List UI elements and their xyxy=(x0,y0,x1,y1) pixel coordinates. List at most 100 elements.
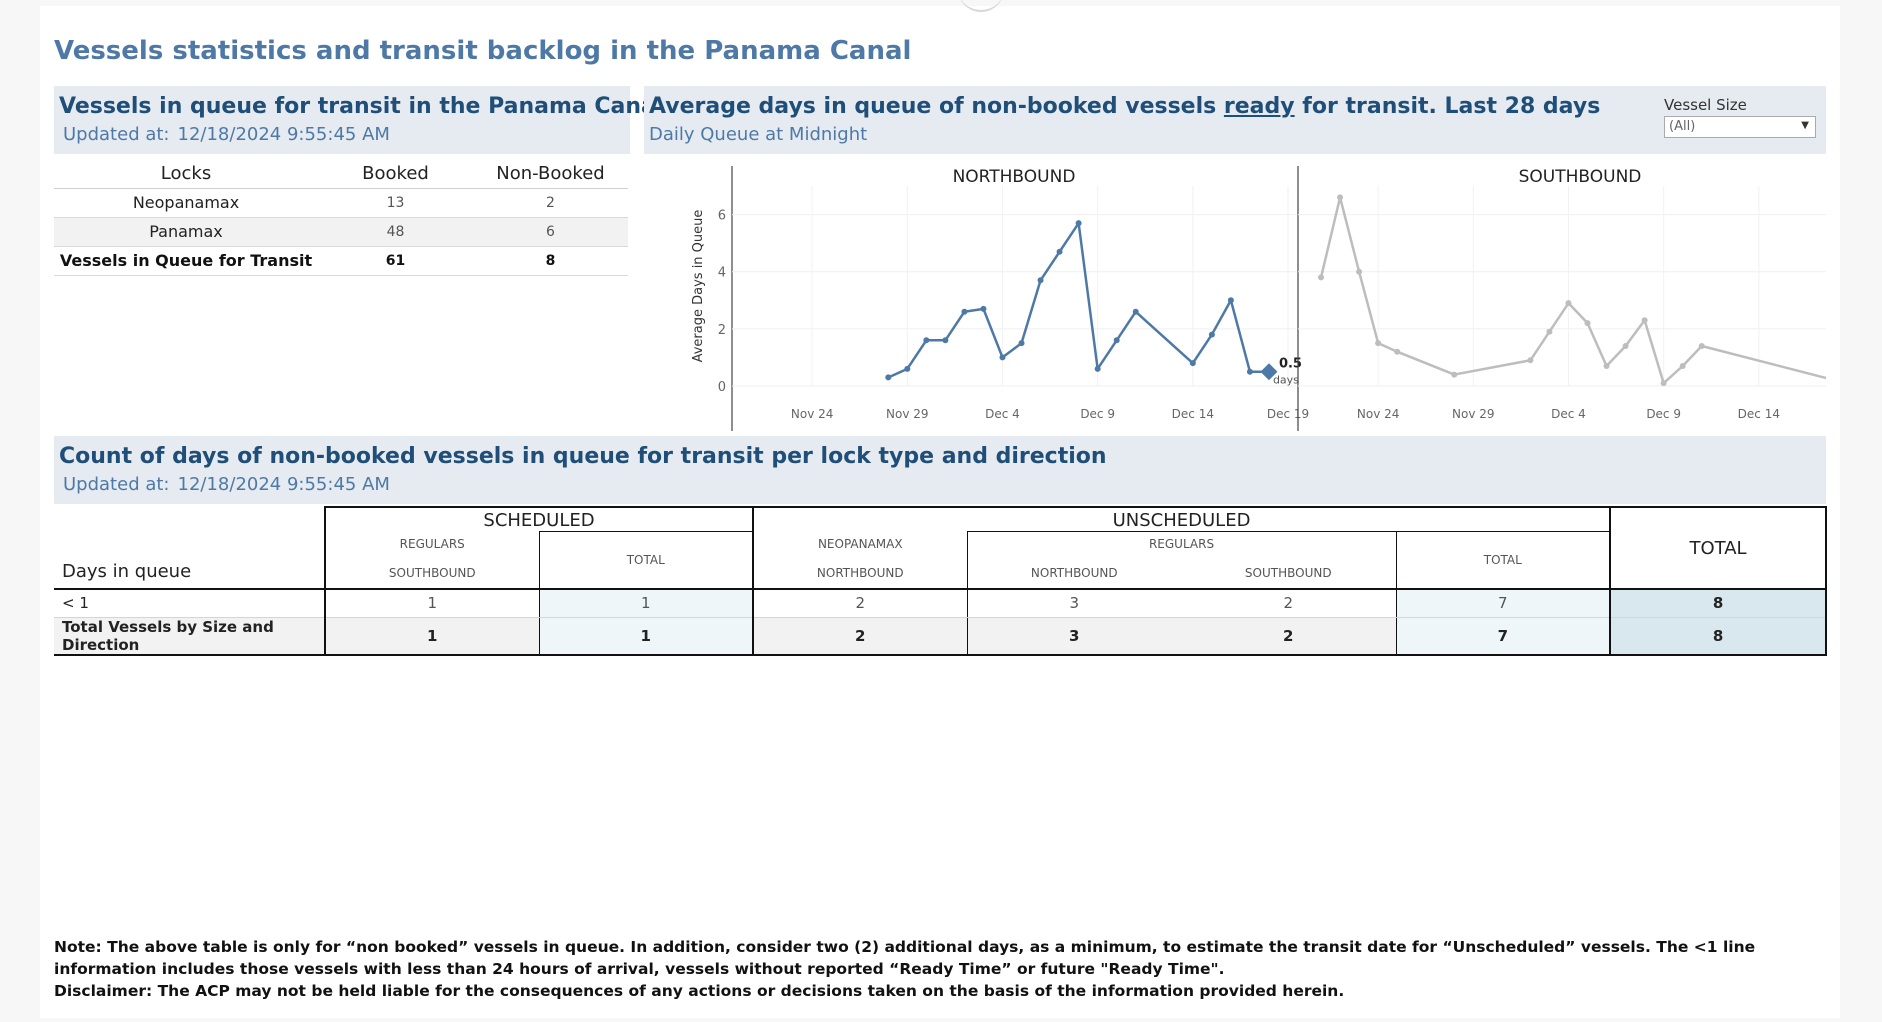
last-value-label: 0.5 xyxy=(1279,357,1302,372)
x-tick-label: Nov 29 xyxy=(886,407,929,421)
booked-value: 48 xyxy=(318,217,473,247)
data-point xyxy=(1698,343,1705,349)
avg-panel-subtitle: Daily Queue at Midnight xyxy=(649,124,868,145)
southbound-label: SOUTHBOUND xyxy=(1181,557,1397,590)
data-point xyxy=(1660,380,1667,387)
count-table: Days in queue SCHEDULED UNSCHEDULED TOTA… xyxy=(54,506,1828,656)
dashboard: Vessels statistics and transit backlog i… xyxy=(40,6,1840,1018)
updated-label: Updated at: xyxy=(63,124,170,145)
vessel-size-select[interactable]: (All) ▼ xyxy=(1664,116,1816,138)
col-booked: Booked xyxy=(318,160,473,189)
y-tick-label: 0 xyxy=(718,380,726,395)
page-title: Vessels statistics and transit backlog i… xyxy=(54,36,912,66)
data-point xyxy=(1113,337,1120,344)
avg-days-chart: Average Days in Queue 0 2 4 6 Nov 24 Nov 29 Dec… xyxy=(691,166,1826,431)
booked-value: 61 xyxy=(318,246,473,276)
data-point xyxy=(1375,340,1382,347)
updated-value: 12/18/2024 9:55:45 AM xyxy=(177,474,390,495)
cell-value: 1 xyxy=(324,617,539,656)
data-point xyxy=(961,308,968,315)
cell-value: 1 xyxy=(324,589,539,618)
cell-value: 7 xyxy=(1395,617,1611,656)
cell-value: 2 xyxy=(752,589,968,618)
avg-panel-title: Average days in queue of non-booked vess… xyxy=(649,94,1600,119)
col-locks: Locks xyxy=(54,160,318,189)
data-point xyxy=(1546,328,1553,335)
panel-title: SOUTHBOUND xyxy=(1519,167,1642,187)
data-point xyxy=(885,374,892,381)
non-booked-value: 6 xyxy=(473,217,628,247)
data-point xyxy=(1394,348,1401,355)
x-tick-label: Dec 14 xyxy=(1738,407,1780,421)
northbound-label: NORTHBOUND xyxy=(966,557,1182,590)
data-point xyxy=(1337,194,1344,201)
data-point xyxy=(1641,317,1648,324)
data-point xyxy=(923,337,930,344)
data-point xyxy=(1037,277,1044,284)
data-point xyxy=(1056,248,1063,255)
cell-value: 2 xyxy=(1181,589,1397,618)
table-row: Panamax 48 6 xyxy=(54,217,628,247)
data-point xyxy=(1603,363,1610,369)
cell-value: 1 xyxy=(538,589,754,618)
data-point xyxy=(1356,268,1363,275)
ready-link[interactable]: ready xyxy=(1223,94,1295,119)
regulars-label-unscheduled: REGULARS xyxy=(966,530,1397,557)
col-non-booked: Non-Booked xyxy=(473,160,628,189)
table-row: Neopanamax 13 2 xyxy=(54,188,628,218)
cell-value: 8 xyxy=(1609,617,1828,656)
lock-name: Panamax xyxy=(54,217,318,247)
vessel-size-label: Vessel Size xyxy=(1664,96,1747,114)
cell-value: 3 xyxy=(966,617,1182,656)
queue-table: Locks Booked Non-Booked Neopanamax 13 2 … xyxy=(54,160,628,276)
x-tick-label: Dec 19 xyxy=(1267,407,1309,421)
lock-name: Vessels in Queue for Transit xyxy=(54,246,318,276)
data-point xyxy=(1451,371,1458,378)
data-point xyxy=(980,305,987,312)
data-point xyxy=(1318,274,1325,281)
series-line xyxy=(887,221,1269,379)
table-row: < 1 1 1 2 3 2 7 8 xyxy=(54,589,1828,618)
x-tick-label: Dec 9 xyxy=(1646,407,1681,421)
cell-value: 2 xyxy=(752,617,968,656)
note: Note: The above table is only for “non b… xyxy=(54,936,1834,1002)
x-tick-label: Dec 4 xyxy=(985,407,1020,421)
data-point xyxy=(1018,340,1025,347)
data-point xyxy=(1246,368,1253,375)
non-booked-value: 2 xyxy=(473,188,628,218)
data-point xyxy=(904,365,911,372)
panel-title: NORTHBOUND xyxy=(953,167,1076,187)
data-point xyxy=(1189,360,1196,367)
y-axis-label: Average Days in Queue xyxy=(691,210,706,363)
unscheduled-header: UNSCHEDULED xyxy=(752,506,1611,531)
data-point xyxy=(1094,365,1101,372)
avg-title-post: for transit. Last 28 days xyxy=(1294,94,1601,119)
y-tick-label: 6 xyxy=(718,209,726,224)
queue-panel-title: Vessels in queue for transit in the Pana… xyxy=(59,94,664,119)
data-point xyxy=(1132,308,1139,315)
x-tick-label: Nov 24 xyxy=(791,407,834,421)
neopanamax-label: NEOPANAMAX xyxy=(752,531,968,557)
count-panel-title: Count of days of non-booked vessels in q… xyxy=(59,444,1107,469)
disclaimer-text: Disclaimer: The ACP may not be held liab… xyxy=(54,982,1345,1000)
cell-value: 8 xyxy=(1609,589,1828,618)
northbound-label: NORTHBOUND xyxy=(752,557,968,590)
table-row-total: Vessels in Queue for Transit 61 8 xyxy=(54,246,628,276)
queue-panel-updated: Updated at: 12/18/2024 9:55:45 AM xyxy=(63,124,390,145)
cell-value: 3 xyxy=(966,589,1182,618)
scheduled-total-label: TOTAL xyxy=(538,530,754,590)
series-line xyxy=(1319,196,1826,385)
cell-value: 1 xyxy=(538,617,754,656)
data-point xyxy=(942,337,949,344)
x-tick-label: Nov 24 xyxy=(1357,407,1400,421)
x-tick-label: Dec 4 xyxy=(1551,407,1586,421)
data-point xyxy=(1208,331,1215,338)
avg-panel-header: Average days in queue of non-booked vess… xyxy=(644,86,1826,154)
data-point xyxy=(1075,220,1082,227)
total-header: TOTAL xyxy=(1609,506,1828,590)
non-booked-value: 8 xyxy=(473,246,628,276)
avg-title-pre: Average days in queue of non-booked vess… xyxy=(649,94,1224,119)
top-notch xyxy=(958,0,1004,12)
row-label: < 1 xyxy=(54,589,325,618)
x-tick-label: Nov 29 xyxy=(1452,407,1495,421)
